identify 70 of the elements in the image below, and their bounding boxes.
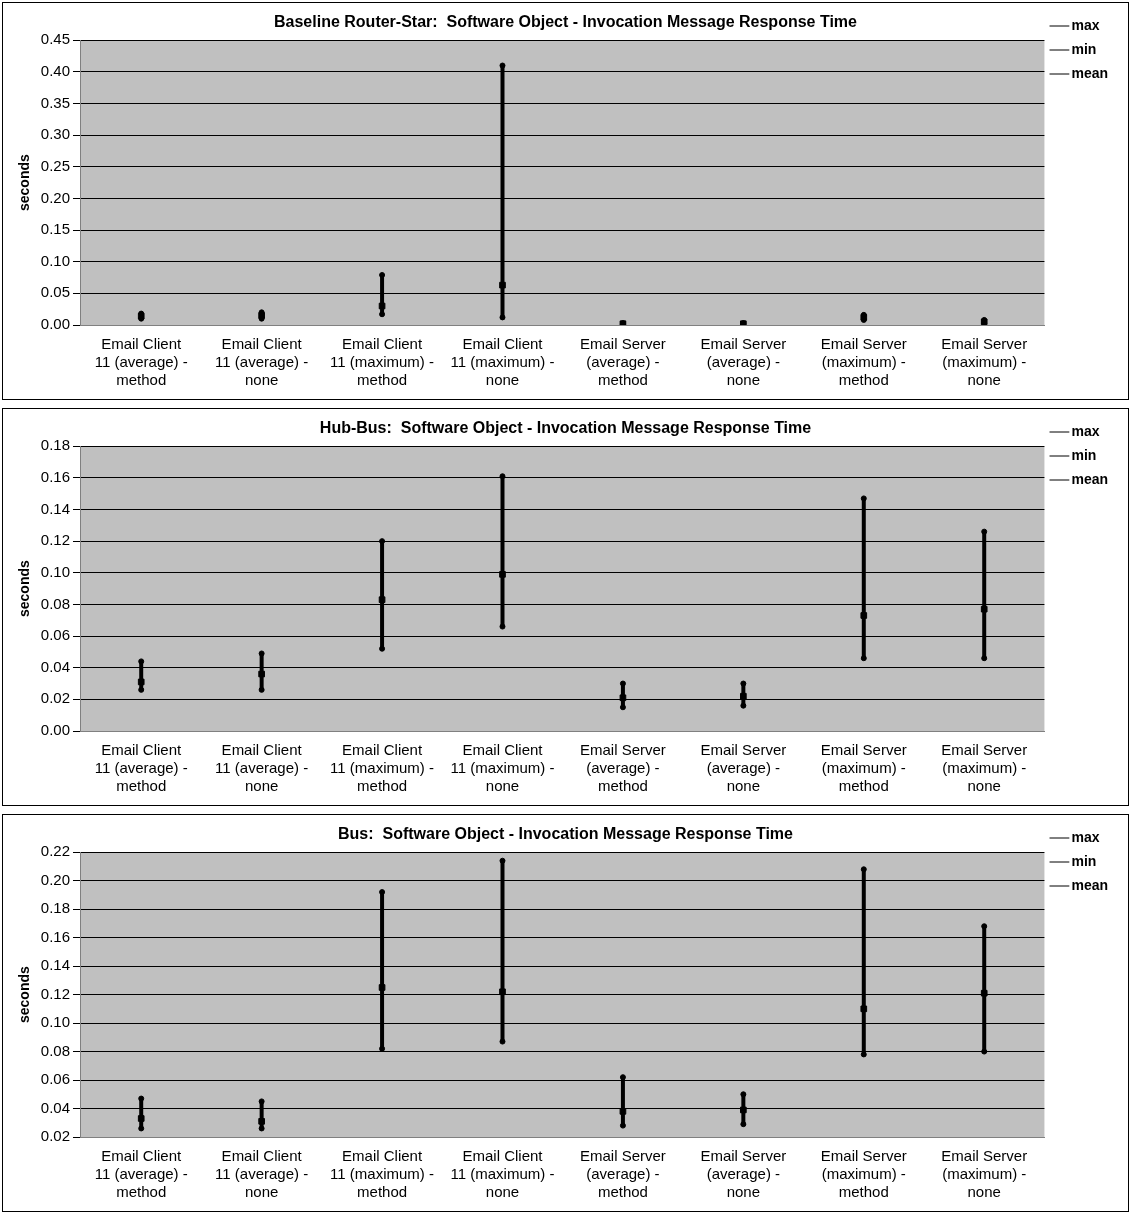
legend-label: min <box>1071 852 1097 869</box>
y-tick-label: 0.12 <box>40 984 70 1002</box>
x-tick-label: Email Server (maximum) - none <box>941 741 1028 795</box>
y-tick-label: 0.12 <box>40 531 70 549</box>
legend-label: mean <box>1071 470 1109 487</box>
x-tick-label: Email Client 11 (average) - none <box>215 1147 309 1201</box>
y-axis-title: seconds <box>16 153 33 212</box>
y-tick-label: 0.06 <box>40 626 70 644</box>
y-tick-label: 0.16 <box>40 927 70 945</box>
x-tick-label: Email Client 11 (average) - none <box>215 741 309 795</box>
y-tick-label: 0.06 <box>40 1070 70 1088</box>
x-tick-label: Email Client 11 (maximum) - method <box>330 1147 435 1201</box>
y-tick-label: 0.22 <box>40 842 70 860</box>
y-tick-label: 0.25 <box>40 156 70 174</box>
legend-label: max <box>1071 422 1100 439</box>
y-tick-label: 0.14 <box>40 499 70 517</box>
y-tick-label: 0.10 <box>40 562 70 580</box>
x-tick-label: Email Server (maximum) - method <box>820 741 907 795</box>
y-tick-label: 0.15 <box>40 220 70 238</box>
legend-label: max <box>1071 16 1100 33</box>
y-tick-label: 0.10 <box>40 251 70 269</box>
y-tick-label: 0.20 <box>40 188 70 206</box>
x-tick-label: Email Server (average) - method <box>580 335 666 389</box>
y-tick-label: 0.18 <box>40 899 70 917</box>
x-tick-label: Email Client 11 (average) - none <box>215 335 309 389</box>
x-tick-label: Email Client 11 (average) - method <box>94 335 188 389</box>
y-tick-label: 0.10 <box>40 1013 70 1031</box>
chart-title: Bus: Software Object - Invocation Message Response Time <box>338 825 794 843</box>
y-tick-label: 0.02 <box>40 689 70 707</box>
x-tick-label: Email Server (average) - none <box>700 335 787 389</box>
y-tick-label: 0.08 <box>40 1041 70 1059</box>
x-tick-label: Email Client 11 (maximum) - method <box>330 741 435 795</box>
legend-label: mean <box>1071 64 1109 81</box>
y-tick-label: 0.20 <box>40 870 70 888</box>
y-tick-label: 0.08 <box>40 594 70 612</box>
x-tick-label: Email Server (maximum) - none <box>941 1147 1028 1201</box>
x-tick-label: Email Server (maximum) - method <box>820 335 907 389</box>
x-tick-label: Email Server (average) - method <box>580 741 666 795</box>
x-tick-label: Email Server (average) - none <box>700 1147 787 1201</box>
legend-label: min <box>1071 446 1097 463</box>
y-axis-title: seconds <box>16 965 33 1024</box>
y-tick-label: 0.00 <box>40 315 70 333</box>
legend-label: mean <box>1071 876 1109 893</box>
x-tick-label: Email Client 11 (average) - method <box>94 1147 188 1201</box>
y-tick-label: 0.05 <box>40 283 70 301</box>
x-tick-label: Email Server (maximum) - none <box>941 335 1028 389</box>
y-tick-label: 0.35 <box>40 93 70 111</box>
x-tick-label: Email Client 11 (average) - method <box>94 741 188 795</box>
x-tick-label: Email Server (average) - none <box>700 741 787 795</box>
x-tick-label: Email Server (average) - method <box>580 1147 666 1201</box>
y-tick-label: 0.04 <box>40 1098 70 1116</box>
y-tick-label: 0.30 <box>40 125 70 143</box>
y-tick-label: 0.16 <box>40 467 70 485</box>
y-tick-label: 0.40 <box>40 61 70 79</box>
y-tick-label: 0.04 <box>40 657 70 675</box>
x-tick-label: Email Server (maximum) - method <box>820 1147 907 1201</box>
chart-title: Hub-Bus: Software Object - Invocation Message Response Time <box>319 419 812 437</box>
y-tick-label: 0.14 <box>40 956 70 974</box>
legend-label: max <box>1071 828 1100 845</box>
y-axis-title: seconds <box>16 559 33 618</box>
x-tick-label: Email Client 11 (maximum) - none <box>450 1147 555 1201</box>
x-tick-label: Email Client 11 (maximum) - none <box>450 335 555 389</box>
legend-label: min <box>1071 40 1097 57</box>
y-tick-label: 0.18 <box>40 436 70 454</box>
y-tick-label: 0.45 <box>40 30 70 48</box>
y-tick-label: 0.00 <box>40 721 70 739</box>
chart-title: Baseline Router-Star: Software Object - Invocation Message Response Time <box>274 13 858 31</box>
y-tick-label: 0.02 <box>40 1127 70 1145</box>
x-tick-label: Email Client 11 (maximum) - method <box>330 335 435 389</box>
x-tick-label: Email Client 11 (maximum) - none <box>450 741 555 795</box>
